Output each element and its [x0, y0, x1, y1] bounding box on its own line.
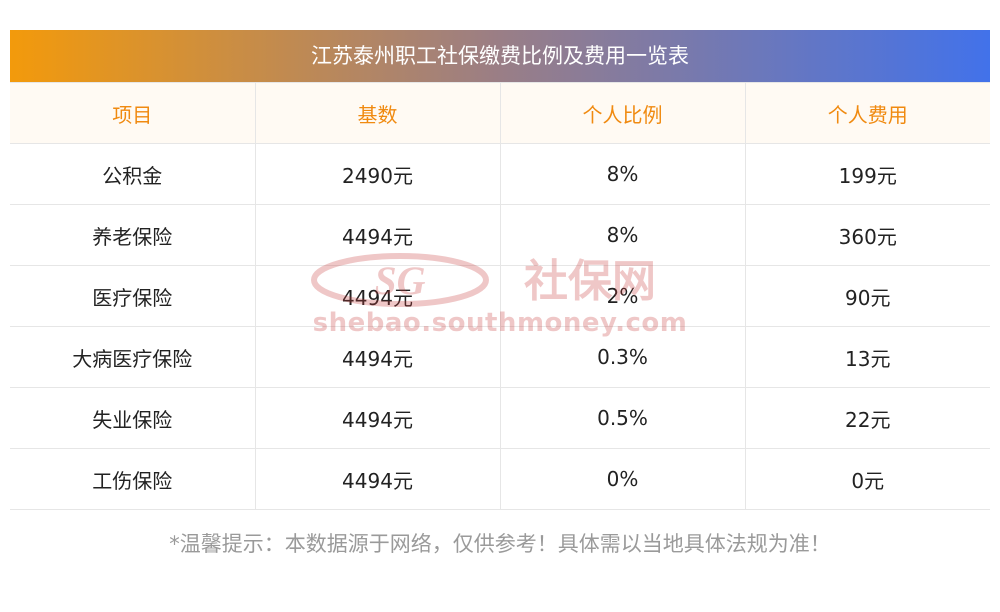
table-row: 医疗保险 4494元 2% 90元: [10, 265, 990, 327]
header-item: 项目: [10, 82, 256, 144]
table-row: 工伤保险 4494元 0% 0元: [10, 448, 990, 510]
cell-base: 4494元: [254, 387, 501, 449]
table-title: 江苏泰州职工社保缴费比例及费用一览表: [10, 30, 990, 82]
cell-rate: 2%: [499, 265, 746, 327]
cell-rate: 0.5%: [499, 387, 746, 449]
header-personal-rate: 个人比例: [499, 82, 746, 144]
cell-base: 4494元: [254, 204, 501, 266]
cell-base: 4494元: [254, 265, 501, 327]
fee-table-container: 江苏泰州职工社保缴费比例及费用一览表 项目 基数 个人比例 个人费用 公积金 2…: [10, 30, 990, 510]
header-personal-cost: 个人费用: [744, 82, 990, 144]
cell-item: 医疗保险: [10, 265, 256, 327]
cell-item: 大病医疗保险: [10, 326, 256, 388]
cell-rate: 0.3%: [499, 326, 746, 388]
table-row: 大病医疗保险 4494元 0.3% 13元: [10, 326, 990, 388]
header-base: 基数: [254, 82, 501, 144]
table-header-row: 项目 基数 个人比例 个人费用: [10, 82, 990, 144]
disclaimer-notice: *温馨提示：本数据源于网络，仅供参考！具体需以当地具体法规为准！: [169, 532, 831, 556]
cell-rate: 8%: [499, 143, 746, 205]
cell-cost: 199元: [744, 143, 990, 205]
table-row: 失业保险 4494元 0.5% 22元: [10, 387, 990, 449]
cell-cost: 360元: [744, 204, 990, 266]
cell-cost: 13元: [744, 326, 990, 388]
table-row: 养老保险 4494元 8% 360元: [10, 204, 990, 266]
table-row: 公积金 2490元 8% 199元: [10, 143, 990, 205]
cell-cost: 22元: [744, 387, 990, 449]
cell-cost: 90元: [744, 265, 990, 327]
cell-item: 失业保险: [10, 387, 256, 449]
cell-rate: 8%: [499, 204, 746, 266]
fee-table: 项目 基数 个人比例 个人费用 公积金 2490元 8% 199元 养老保险 4…: [10, 82, 990, 510]
cell-base: 2490元: [254, 143, 501, 205]
cell-rate: 0%: [499, 448, 746, 510]
cell-base: 4494元: [254, 326, 501, 388]
cell-cost: 0元: [744, 448, 990, 510]
cell-base: 4494元: [254, 448, 501, 510]
cell-item: 公积金: [10, 143, 256, 205]
cell-item: 工伤保险: [10, 448, 256, 510]
cell-item: 养老保险: [10, 204, 256, 266]
